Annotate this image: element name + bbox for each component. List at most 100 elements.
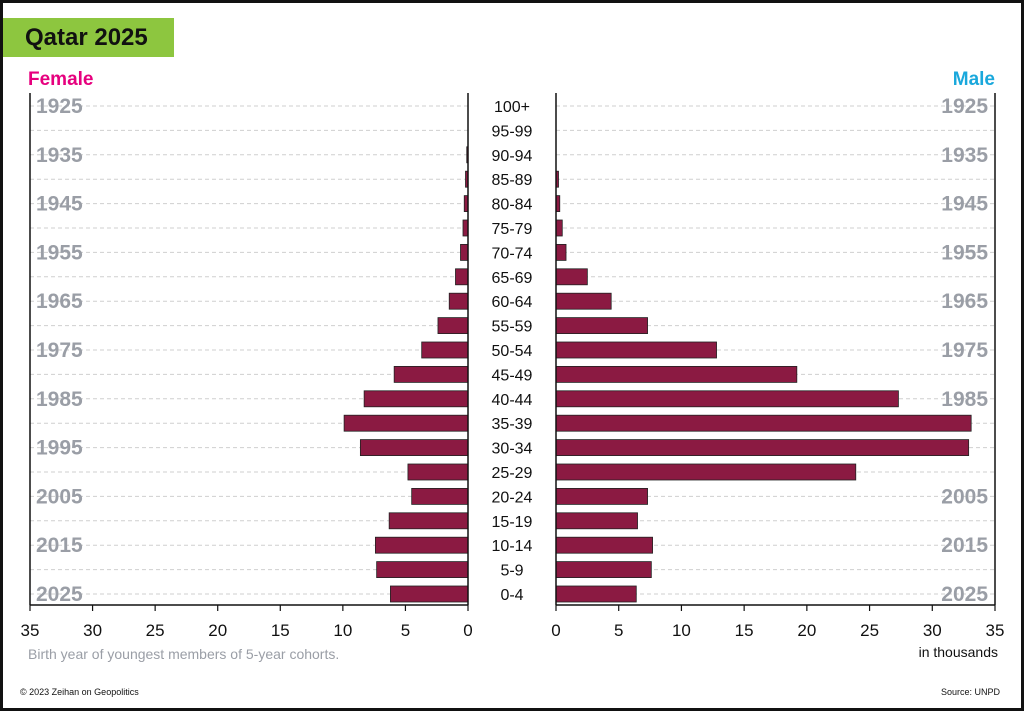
male-bar xyxy=(555,585,637,603)
age-group-label: 45-49 xyxy=(492,367,533,384)
female-bar xyxy=(462,219,469,237)
x-tick-label: 15 xyxy=(271,621,290,640)
age-group-label: 35-39 xyxy=(492,416,533,433)
male-bar xyxy=(555,341,717,359)
x-tick-label: 20 xyxy=(797,621,816,640)
copyright-text: © 2023 Zeihan on Geopolitics xyxy=(20,687,139,697)
female-bar xyxy=(363,390,469,408)
x-tick-label: 5 xyxy=(401,621,410,640)
x-tick-label: 0 xyxy=(551,621,560,640)
female-bars xyxy=(343,146,469,603)
male-bars xyxy=(555,170,972,603)
female-bar xyxy=(460,243,469,261)
birth-year-label: 1965 xyxy=(941,290,988,313)
birth-year-label: 1995 xyxy=(36,437,83,460)
age-group-label: 95-99 xyxy=(492,123,533,140)
male-bar xyxy=(555,487,648,505)
birth-year-label: 1945 xyxy=(36,193,83,216)
birth-year-label: 1955 xyxy=(941,241,988,264)
birth-year-label: 1935 xyxy=(941,144,988,167)
age-group-label: 55-59 xyxy=(492,319,533,336)
birth-year-label: 1975 xyxy=(941,339,988,362)
x-tick-label: 20 xyxy=(208,621,227,640)
female-bar xyxy=(390,585,469,603)
male-bar xyxy=(555,243,567,261)
x-tick-label: 30 xyxy=(83,621,102,640)
age-group-label: 25-29 xyxy=(492,465,533,482)
birth-year-note: Birth year of youngest members of 5-year… xyxy=(28,646,339,662)
male-bar xyxy=(555,536,653,554)
chart-title: Qatar 2025 xyxy=(3,18,174,57)
age-group-label: 85-89 xyxy=(492,172,533,189)
age-group-label: 15-19 xyxy=(492,514,533,531)
birth-year-label: 1955 xyxy=(36,241,83,264)
male-bar xyxy=(555,561,652,578)
x-tick-label: 35 xyxy=(986,621,1005,640)
age-group-label: 70-74 xyxy=(492,245,533,262)
female-bar xyxy=(448,292,469,310)
male-bar xyxy=(555,317,648,335)
axes xyxy=(29,93,996,611)
female-bar xyxy=(437,317,469,335)
female-bar xyxy=(343,414,469,432)
age-group-label: 65-69 xyxy=(492,270,533,287)
age-group-label: 10-14 xyxy=(492,538,533,555)
male-bar xyxy=(555,414,972,432)
male-bar xyxy=(555,219,563,237)
x-tick-label: 25 xyxy=(860,621,879,640)
male-bar xyxy=(555,292,612,310)
age-group-label: 30-34 xyxy=(492,441,533,458)
male-label: Male xyxy=(953,69,995,90)
age-group-label: 80-84 xyxy=(492,197,533,214)
female-bar xyxy=(455,268,469,286)
female-bar xyxy=(374,536,469,554)
birth-year-label: 1925 xyxy=(941,95,988,118)
age-group-label: 90-94 xyxy=(492,148,533,165)
x-tick-label: 10 xyxy=(333,621,352,640)
birth-year-labels-right: 1925 1935 1945 1955 1965 1975 1985 2005 2015 2025 xyxy=(941,95,988,606)
x-tick-label: 30 xyxy=(923,621,942,640)
female-bar xyxy=(407,463,469,481)
x-tick-label: 25 xyxy=(146,621,165,640)
birth-year-label: 2005 xyxy=(36,485,83,508)
birth-year-label: 2015 xyxy=(36,534,83,557)
female-bar xyxy=(376,561,469,578)
birth-year-label: 2005 xyxy=(941,485,988,508)
female-bar xyxy=(393,365,469,383)
birth-year-label: 1925 xyxy=(36,95,83,118)
birth-year-labels-left: 1925 1935 1945 1955 1965 1975 1985 1995 2005 2015… xyxy=(36,95,83,606)
age-group-label: 100+ xyxy=(494,99,530,116)
age-group-labels: 100+ 95-99 90-94 85-89 80-84 75-79 70-74 65-69 6… xyxy=(492,99,533,604)
male-bar xyxy=(555,365,798,383)
x-tick-labels: 0 0 5 5 10 10 15 15 20 20 25 25 30 30 35 35 xyxy=(21,621,1005,640)
age-group-label: 60-64 xyxy=(492,294,533,311)
female-label: Female xyxy=(28,69,93,90)
x-tick-label: 10 xyxy=(672,621,691,640)
x-tick-label: 0 xyxy=(463,621,472,640)
birth-year-label: 1945 xyxy=(941,193,988,216)
female-bar xyxy=(421,341,469,359)
birth-year-label: 2025 xyxy=(36,583,83,606)
x-tick-label: 5 xyxy=(614,621,623,640)
male-bar xyxy=(555,512,638,530)
male-bar xyxy=(555,390,899,408)
female-bar xyxy=(359,439,469,457)
birth-year-label: 1985 xyxy=(941,388,988,411)
age-group-label: 40-44 xyxy=(492,392,533,409)
birth-year-label: 2015 xyxy=(941,534,988,557)
male-bar xyxy=(555,463,857,481)
age-group-label: 75-79 xyxy=(492,221,533,238)
birth-year-label: 1975 xyxy=(36,339,83,362)
unit-label: in thousands xyxy=(919,644,998,660)
male-bar xyxy=(555,268,588,286)
female-bar xyxy=(388,512,469,530)
birth-year-label: 1935 xyxy=(36,144,83,167)
birth-year-label: 1965 xyxy=(36,290,83,313)
age-group-label: 0-4 xyxy=(500,587,523,604)
female-bar xyxy=(411,487,469,505)
age-group-label: 5-9 xyxy=(500,563,523,580)
x-tick-label: 15 xyxy=(735,621,754,640)
male-bar xyxy=(555,439,970,457)
